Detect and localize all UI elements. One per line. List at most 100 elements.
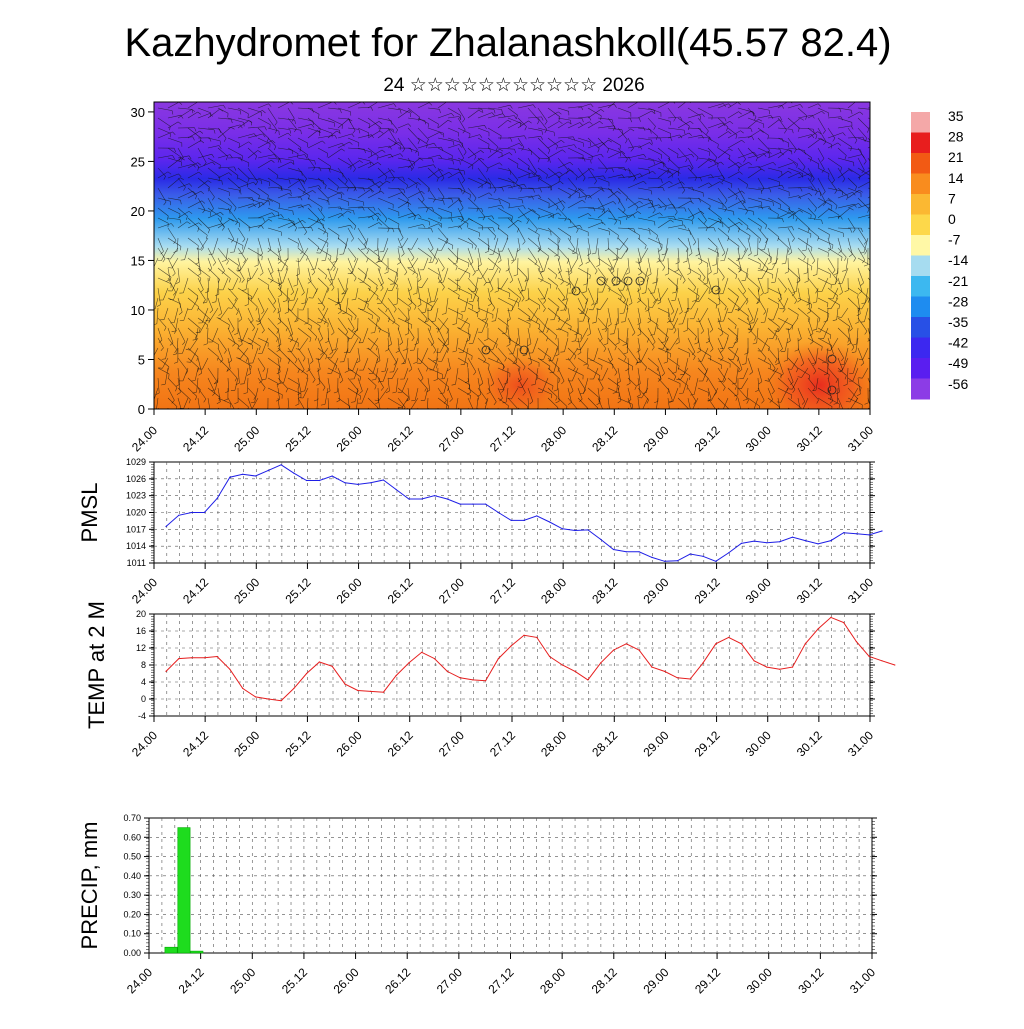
- colorbar-swatch: [911, 215, 930, 236]
- x-tick-label: 28.00: [538, 423, 569, 454]
- wind-barb-flag: [498, 421, 501, 423]
- wind-barb-flag: [435, 424, 439, 426]
- wind-barb-flag: [222, 421, 226, 422]
- wind-barb: [338, 408, 346, 421]
- data-point: [664, 561, 665, 562]
- wind-barb-flag: [241, 418, 244, 421]
- data-point: [869, 534, 870, 535]
- wind-barb: [188, 408, 198, 418]
- data-point: [690, 553, 691, 554]
- wind-barb-flag: [877, 289, 879, 293]
- x-tick-label: 27.12: [487, 575, 518, 606]
- x-tick-label: 25.12: [282, 575, 313, 606]
- x-tick-label: 25.00: [231, 728, 262, 759]
- wind-barb-flag: [530, 421, 533, 424]
- wind-barb-flag: [636, 422, 640, 424]
- wind-barb-flag: [687, 411, 690, 413]
- y-tick-label: 1011: [127, 558, 146, 568]
- x-tick-label: 27.00: [436, 728, 467, 759]
- wind-barb-flag: [258, 418, 262, 419]
- wind-barb-flag: [382, 99, 385, 101]
- wind-barb-flag: [247, 411, 251, 412]
- wind-barb: [798, 408, 805, 421]
- data-point: [549, 521, 550, 522]
- data-point: [472, 504, 473, 505]
- wind-barb-flag: [344, 421, 346, 424]
- wind-barb-flag: [227, 415, 228, 419]
- y-tick-label: 16: [136, 626, 146, 636]
- chart-title: Kazhydromet for Zhalanashkoll(45.57 82.4…: [124, 21, 891, 65]
- wind-barb-flag: [292, 420, 296, 421]
- wind-barb-flag: [667, 415, 671, 417]
- colorbar-label: 14: [948, 170, 964, 186]
- x-tick-label: 29.00: [640, 575, 671, 606]
- wind-barb-flag: [872, 280, 875, 283]
- x-tick-label: 30.00: [743, 423, 774, 454]
- data-point: [408, 498, 409, 499]
- wind-barb-flag: [198, 420, 201, 422]
- wind-barb: [318, 408, 323, 419]
- data-point: [319, 480, 320, 481]
- x-tick-label: 30.00: [743, 575, 774, 606]
- wind-barb-flag: [586, 421, 590, 422]
- wind-barb-flag: [637, 415, 638, 419]
- wind-barb-flag: [841, 411, 844, 414]
- data-point: [523, 520, 524, 521]
- wind-barb-flag: [163, 423, 167, 424]
- y-tick-label: 20: [131, 204, 145, 219]
- data-point: [856, 533, 857, 534]
- wind-barb-flag: [803, 421, 806, 424]
- wind-barb-flag: [180, 423, 183, 426]
- colorbar-swatch: [911, 276, 930, 297]
- x-tick-label: 29.12: [692, 575, 723, 606]
- data-point: [639, 551, 640, 552]
- data-point: [600, 539, 601, 540]
- wind-barb-flag: [252, 422, 256, 423]
- wind-barb: [296, 408, 299, 420]
- x-tick-label: 25.12: [282, 423, 313, 454]
- x-tick-label: 24.12: [180, 575, 211, 606]
- wind-barb-flag: [850, 423, 853, 426]
- chart-subtitle: 24 ☆☆☆☆☆☆☆☆☆☆☆ 2026: [383, 75, 644, 96]
- wind-barb-flag: [409, 415, 410, 419]
- x-tick-label: 25.00: [231, 423, 262, 454]
- data-point: [587, 529, 588, 530]
- colorbar-swatch: [911, 358, 930, 379]
- data-point: [332, 475, 333, 476]
- wind-barb: [226, 408, 228, 421]
- wind-barb: [567, 408, 568, 425]
- colorbar-label: -35: [948, 314, 968, 330]
- colorbar-swatch: [911, 297, 930, 318]
- wind-barb-flag: [197, 415, 200, 417]
- wind-barb-flag: [777, 413, 780, 415]
- wind-barb-flag: [860, 98, 864, 100]
- wind-barb-flag: [630, 413, 633, 416]
- colorbar-label: -21: [948, 273, 968, 289]
- wind-barb-flag: [884, 204, 886, 207]
- wind-barb: [668, 408, 674, 419]
- data-point: [805, 540, 806, 541]
- wind-barb-flag: [648, 420, 651, 422]
- data-point: [268, 470, 269, 471]
- data-point: [242, 474, 243, 475]
- y-tick-label: 15: [131, 253, 145, 268]
- wind-barb: [468, 408, 475, 419]
- data-point: [229, 477, 230, 478]
- y-axis-label: PMSL: [77, 483, 102, 543]
- wind-barb: [475, 408, 478, 421]
- y-tick-label: 1023: [126, 491, 146, 501]
- wind-barb: [857, 408, 858, 424]
- wind-barb-flag: [467, 414, 468, 418]
- colorbar-swatch: [911, 153, 930, 174]
- colorbar-swatch: [911, 174, 930, 195]
- wind-barb-flag: [853, 424, 857, 425]
- wind-barb-flag: [875, 150, 877, 153]
- wind-barb: [648, 408, 652, 420]
- colorbar-swatch: [911, 317, 930, 338]
- wind-barb: [728, 408, 739, 419]
- wind-barb-flag: [885, 107, 887, 111]
- wind-barb: [383, 408, 388, 423]
- wind-barb: [368, 408, 379, 418]
- data-point: [511, 520, 512, 521]
